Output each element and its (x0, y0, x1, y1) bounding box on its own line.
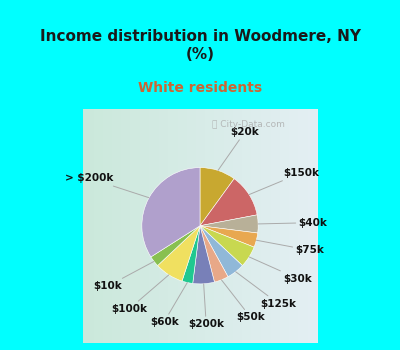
Wedge shape (200, 226, 228, 282)
Wedge shape (200, 179, 257, 226)
Wedge shape (182, 226, 200, 284)
Text: Income distribution in Woodmere, NY
(%): Income distribution in Woodmere, NY (%) (40, 29, 360, 62)
Text: $10k: $10k (94, 261, 154, 291)
Wedge shape (200, 226, 254, 266)
Text: $40k: $40k (258, 218, 327, 228)
Wedge shape (200, 215, 258, 233)
Text: ⓘ City-Data.com: ⓘ City-Data.com (212, 120, 285, 129)
Text: $50k: $50k (222, 280, 265, 322)
Wedge shape (158, 226, 200, 281)
Text: $30k: $30k (249, 257, 312, 284)
Text: White residents: White residents (138, 80, 262, 94)
Text: $150k: $150k (249, 168, 319, 195)
Text: $20k: $20k (218, 127, 259, 170)
Wedge shape (151, 226, 200, 266)
Wedge shape (200, 168, 234, 226)
Wedge shape (200, 226, 242, 277)
Text: $200k: $200k (188, 284, 224, 329)
Wedge shape (193, 226, 214, 284)
Text: $75k: $75k (256, 240, 324, 255)
Wedge shape (142, 168, 200, 257)
Text: > $200k: > $200k (65, 173, 149, 198)
Text: $100k: $100k (111, 275, 169, 314)
Wedge shape (200, 226, 258, 247)
Text: $125k: $125k (236, 272, 296, 309)
Text: $60k: $60k (150, 282, 187, 327)
